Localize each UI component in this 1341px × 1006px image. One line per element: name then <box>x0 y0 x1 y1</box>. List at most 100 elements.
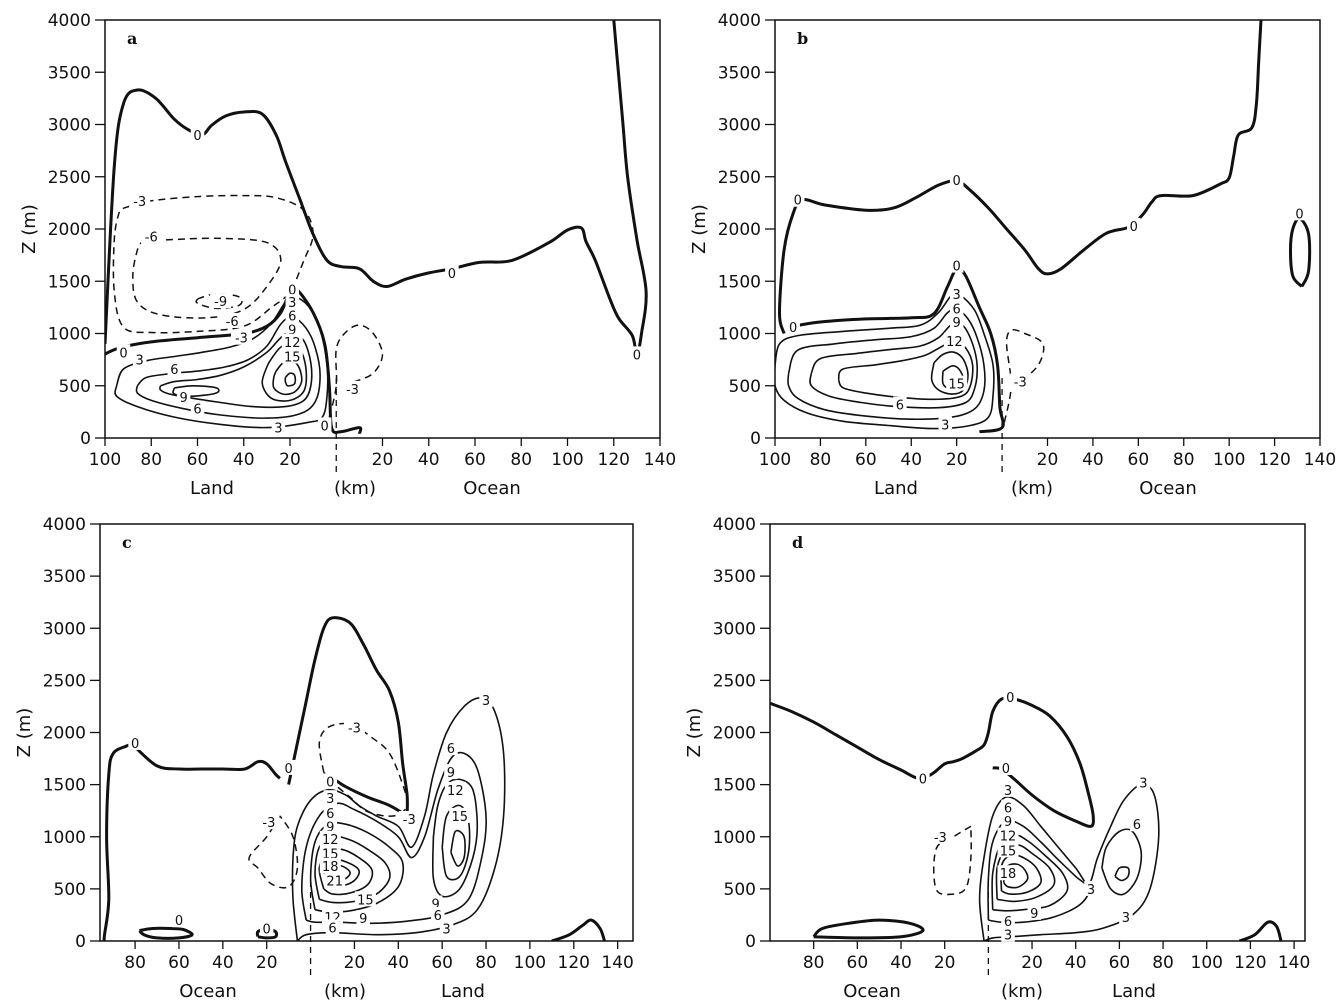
contour-lines <box>775 20 1312 434</box>
plot-frame <box>769 523 1306 942</box>
contour-label-bg <box>916 770 930 786</box>
contour-label-bg <box>281 348 303 364</box>
x-tick-label: 60 <box>855 450 877 470</box>
contour-label: 0 <box>919 772 927 787</box>
contour-label: -3 <box>235 332 248 347</box>
contour-label-bg <box>132 351 147 367</box>
zero-contour <box>1238 920 1283 941</box>
x-tick-label: 60 <box>847 953 869 973</box>
contour-label-bg <box>630 346 644 362</box>
x-tick-label: 80 <box>140 450 162 470</box>
positive-contour <box>987 819 1090 924</box>
contour-label: -3 <box>934 831 947 846</box>
contour-label-bg <box>230 329 252 345</box>
contour-label-bg <box>997 865 1019 881</box>
contour-label: 3 <box>274 422 282 437</box>
contour-label: 15 <box>284 350 301 365</box>
positive-contour <box>291 697 506 941</box>
y-tick-label: 2000 <box>713 724 756 744</box>
x-tick-label: 60 <box>464 450 486 470</box>
contour-label: 6 <box>1004 915 1012 930</box>
contour-label-bg <box>1001 813 1015 829</box>
contour-label-bg <box>949 257 964 273</box>
contour-label: 3 <box>1087 883 1095 898</box>
y-tick-label: 3000 <box>713 619 756 639</box>
x-tick-label: 120 <box>1258 450 1290 470</box>
contour-label-bg <box>1127 217 1141 233</box>
contour-label-bg <box>439 920 454 936</box>
x-tick-label: 100 <box>551 450 583 470</box>
y-tick-label: 1000 <box>718 325 761 345</box>
contour-label: 6 <box>193 403 201 418</box>
contour-label-bg <box>323 804 338 820</box>
y-tick-label: 2500 <box>48 168 91 188</box>
contour-label-bg <box>444 781 466 797</box>
x-tick-label: 80 <box>810 450 832 470</box>
zero-contour <box>1288 216 1312 288</box>
x-tick-label: 20 <box>934 953 956 973</box>
contour-label-bg <box>129 192 151 208</box>
contour-label: 3 <box>326 792 334 807</box>
contour-label: -9 <box>214 295 227 310</box>
y-tick-label: 1000 <box>48 325 91 345</box>
y-axis-label: Z (m) <box>689 204 710 254</box>
y-tick-label: 0 <box>745 932 756 952</box>
contour-label-bg <box>323 790 338 806</box>
contour-label-bg <box>271 419 286 435</box>
contour-label: 15 <box>948 378 965 393</box>
x-axis-label: (km) <box>324 981 366 1002</box>
y-tick-label: 4000 <box>718 11 761 31</box>
positive-contour <box>114 295 329 429</box>
contour-label: 9 <box>359 912 367 927</box>
contour-label-bg <box>428 895 443 911</box>
contour-label: 12 <box>322 833 339 848</box>
x-tick-label: 80 <box>1152 953 1174 973</box>
zero-contour <box>777 20 1263 334</box>
positive-contour <box>978 783 1160 941</box>
contour-label: -3 <box>346 383 359 398</box>
y-tick-label: 2500 <box>718 168 761 188</box>
plot-frame <box>99 523 634 942</box>
contour-label: -3 <box>348 721 361 736</box>
contour-label: 0 <box>175 914 183 929</box>
contour-label: 0 <box>633 348 641 363</box>
contour-label: 6 <box>434 909 442 924</box>
positive-contour <box>309 821 405 913</box>
panel-letter: a <box>127 29 137 48</box>
contour-label-bg <box>323 773 338 789</box>
contour-label: 12 <box>1000 830 1017 845</box>
contour-label-bg <box>449 807 471 823</box>
contour-label-bg <box>1084 880 1098 896</box>
contour-label-bg <box>285 307 300 323</box>
contour-label: 21 <box>326 875 343 890</box>
contour-label: 3 <box>482 694 490 709</box>
zero-contour <box>105 20 648 356</box>
y-tick-label: 1500 <box>718 272 761 292</box>
contour-label: 18 <box>322 860 339 875</box>
contour-label: 0 <box>1002 762 1010 777</box>
zero-contour <box>287 616 409 816</box>
negative-contour <box>195 292 243 310</box>
contour-label-bg <box>341 380 363 396</box>
contour-label: 12 <box>946 335 963 350</box>
x-tick-label: 20 <box>279 450 301 470</box>
x-tick-label: 40 <box>233 450 255 470</box>
x-tick-label: 100 <box>514 953 546 973</box>
contour-label-bg <box>1001 913 1015 929</box>
contour-label: 15 <box>451 810 468 825</box>
contour-label-bg <box>790 191 805 207</box>
x-tick-label: 20 <box>256 953 278 973</box>
x-tick-label: 40 <box>890 953 912 973</box>
y-tick-label: 1000 <box>43 828 86 848</box>
contour-label-bg <box>285 294 300 310</box>
contour-label-bg <box>356 910 370 926</box>
y-axis-label: Z (m) <box>19 204 40 254</box>
contour-label: 3 <box>953 288 961 303</box>
contour-label-bg <box>1130 816 1144 832</box>
contour-label-bg <box>128 734 142 750</box>
contour-label-bg <box>1001 926 1015 942</box>
contour-label: 0 <box>448 267 456 282</box>
contour-label: 3 <box>1122 911 1130 926</box>
contour-label: 12 <box>284 336 301 351</box>
